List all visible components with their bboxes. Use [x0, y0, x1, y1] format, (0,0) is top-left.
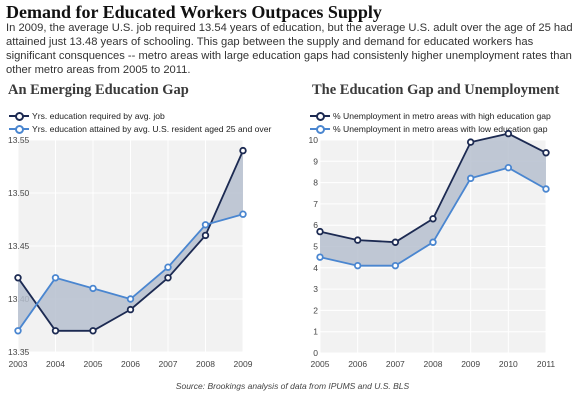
data-point: [542, 149, 550, 157]
data-point: [51, 327, 60, 335]
y-tick-label: 5: [313, 242, 318, 252]
data-point: [14, 327, 22, 335]
x-tick-label: 2005: [84, 359, 103, 369]
data-point: [466, 138, 475, 146]
gap-area: [320, 133, 546, 266]
y-tick-label: 6: [313, 220, 318, 230]
data-point: [429, 238, 437, 246]
x-tick-label: 2009: [461, 359, 480, 369]
y-tick-label: 1: [313, 327, 318, 337]
data-point: [239, 210, 247, 218]
data-point: [429, 215, 437, 223]
legend-label: Yrs. education required by avg. job: [32, 110, 165, 121]
legend-label: % Unemployment in metro areas with low e…: [333, 123, 548, 134]
data-point: [14, 274, 22, 282]
data-point: [504, 129, 513, 138]
data-point: [89, 284, 97, 293]
legend-swatch-light: [310, 124, 330, 134]
y-tick-label: 3: [313, 284, 318, 294]
data-point: [201, 231, 210, 240]
legend-label: Yrs. education attained by avg. U.S. res…: [32, 123, 272, 134]
data-point: [391, 261, 400, 270]
data-point: [391, 238, 400, 246]
legend-item: % Unemployment in metro areas with high …: [310, 109, 551, 122]
x-tick-label: 2008: [424, 359, 443, 369]
y-tick-label: 7: [313, 199, 318, 209]
chart-2-plot: 0 1 2 3 4 5 6 7 8 9 10 2005 2006 2007 2008 2009 2010 2011: [309, 129, 556, 369]
chart-1-title: An Emerging Education Gap: [8, 82, 189, 98]
y-tick-label: 4: [313, 263, 318, 273]
data-point: [316, 253, 324, 261]
x-tick-label: 2010: [499, 359, 518, 369]
description: In 2009, the average U.S. job required 1…: [6, 22, 573, 76]
chart-1-plot: 13.3513.4013.4513.5013.55200320042005200…: [8, 135, 253, 369]
y-tick-label: 13.45: [8, 241, 30, 251]
y-tick-label: 9: [313, 156, 318, 166]
x-tick-label: 2009: [234, 359, 253, 369]
data-point: [239, 146, 247, 155]
x-tick-label: 2007: [159, 359, 178, 369]
y-tick-label: 0: [313, 348, 318, 358]
legend-swatch-dark: [310, 111, 330, 121]
data-point: [89, 327, 97, 335]
data-point: [542, 185, 550, 193]
page-title: Demand for Educated Workers Outpaces Sup…: [6, 2, 382, 22]
legend-swatch-dark: [9, 111, 29, 121]
legend-item: Yrs. education required by avg. job: [9, 109, 271, 122]
x-tick-label: 2005: [311, 359, 330, 369]
x-tick-label: 2007: [386, 359, 405, 369]
data-point: [126, 295, 135, 303]
chart-1-legend: Yrs. education required by avg. job Yrs.…: [9, 109, 271, 135]
legend-item: % Unemployment in metro areas with low e…: [310, 122, 551, 135]
x-tick-label: 2004: [46, 359, 65, 369]
data-point: [51, 274, 60, 282]
data-point: [164, 263, 172, 271]
data-point: [164, 274, 172, 282]
source-note: Source: Brookings analysis of data from …: [175, 381, 410, 391]
chart-2-legend: % Unemployment in metro areas with high …: [310, 109, 551, 135]
data-point: [504, 163, 513, 172]
y-tick-label: 2: [313, 305, 318, 315]
x-tick-label: 2011: [537, 359, 556, 369]
x-tick-label: 2008: [196, 359, 215, 369]
data-point: [353, 236, 362, 244]
data-point: [316, 227, 324, 236]
legend-label: % Unemployment in metro areas with high …: [333, 110, 551, 121]
data-point: [466, 174, 475, 183]
legend-item: Yrs. education attained by avg. U.S. res…: [9, 122, 271, 135]
legend-swatch-light: [9, 124, 29, 134]
data-point: [126, 305, 135, 314]
x-tick-label: 2006: [348, 359, 367, 369]
y-tick-label: 13.35: [8, 347, 30, 357]
chart-2-title: The Education Gap and Unemployment: [312, 82, 560, 98]
y-tick-label: 10: [309, 135, 319, 145]
gap-area: [18, 150, 243, 331]
y-tick-label: 13.55: [8, 135, 30, 145]
y-tick-label: 13.50: [8, 188, 30, 198]
data-point: [201, 221, 210, 229]
data-point: [353, 261, 362, 270]
x-tick-label: 2006: [121, 359, 140, 369]
x-tick-label: 2003: [9, 359, 28, 369]
y-tick-label: 8: [313, 178, 318, 188]
